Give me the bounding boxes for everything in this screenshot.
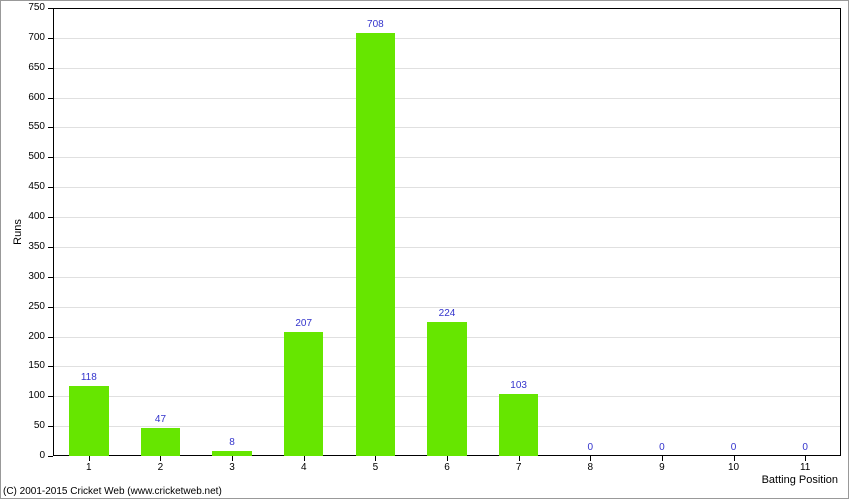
y-tick-mark xyxy=(48,187,53,188)
bar xyxy=(356,33,395,456)
grid-line xyxy=(54,277,840,278)
y-tick-label: 0 xyxy=(0,450,45,461)
y-tick-label: 450 xyxy=(0,181,45,192)
bar-value-label: 103 xyxy=(489,380,549,391)
y-tick-mark xyxy=(48,68,53,69)
y-tick-mark xyxy=(48,38,53,39)
y-tick-label: 100 xyxy=(0,390,45,401)
bar-value-label: 0 xyxy=(632,442,692,453)
y-tick-mark xyxy=(48,366,53,367)
y-tick-mark xyxy=(48,277,53,278)
x-tick-label: 2 xyxy=(140,462,180,473)
bar-value-label: 118 xyxy=(59,372,119,383)
y-tick-label: 500 xyxy=(0,151,45,162)
x-tick-mark xyxy=(519,456,520,461)
bar xyxy=(141,428,180,456)
x-tick-mark xyxy=(590,456,591,461)
grid-line xyxy=(54,127,840,128)
bar xyxy=(69,386,108,456)
x-tick-label: 7 xyxy=(499,462,539,473)
x-tick-label: 5 xyxy=(355,462,395,473)
y-tick-label: 150 xyxy=(0,360,45,371)
y-tick-mark xyxy=(48,247,53,248)
y-tick-mark xyxy=(48,307,53,308)
bar-value-label: 0 xyxy=(775,442,835,453)
bar-value-label: 708 xyxy=(345,19,405,30)
y-tick-label: 200 xyxy=(0,331,45,342)
y-tick-label: 350 xyxy=(0,241,45,252)
x-tick-label: 8 xyxy=(570,462,610,473)
grid-line xyxy=(54,38,840,39)
bar xyxy=(284,332,323,456)
y-tick-label: 300 xyxy=(0,271,45,282)
x-tick-label: 6 xyxy=(427,462,467,473)
x-tick-label: 9 xyxy=(642,462,682,473)
y-tick-mark xyxy=(48,217,53,218)
chart-container: Runs Batting Position (C) 2001-2015 Cric… xyxy=(0,0,850,500)
grid-line xyxy=(54,217,840,218)
grid-line xyxy=(54,157,840,158)
y-tick-label: 250 xyxy=(0,301,45,312)
y-tick-mark xyxy=(48,456,53,457)
grid-line xyxy=(54,247,840,248)
y-tick-mark xyxy=(48,98,53,99)
y-tick-mark xyxy=(48,426,53,427)
x-tick-mark xyxy=(447,456,448,461)
bar-value-label: 0 xyxy=(704,442,764,453)
y-tick-mark xyxy=(48,157,53,158)
grid-line xyxy=(54,68,840,69)
y-tick-label: 650 xyxy=(0,62,45,73)
y-tick-mark xyxy=(48,337,53,338)
x-tick-label: 4 xyxy=(284,462,324,473)
x-tick-mark xyxy=(160,456,161,461)
grid-line xyxy=(54,187,840,188)
x-tick-label: 10 xyxy=(714,462,754,473)
x-tick-mark xyxy=(89,456,90,461)
bar-value-label: 8 xyxy=(202,437,262,448)
x-tick-mark xyxy=(375,456,376,461)
bar-value-label: 207 xyxy=(274,318,334,329)
grid-line xyxy=(54,98,840,99)
x-tick-mark xyxy=(805,456,806,461)
bar-value-label: 224 xyxy=(417,308,477,319)
x-tick-label: 1 xyxy=(69,462,109,473)
copyright-text: (C) 2001-2015 Cricket Web (www.cricketwe… xyxy=(3,486,222,497)
bar-value-label: 0 xyxy=(560,442,620,453)
y-tick-label: 550 xyxy=(0,121,45,132)
x-tick-mark xyxy=(734,456,735,461)
x-tick-mark xyxy=(232,456,233,461)
x-axis-label: Batting Position xyxy=(762,474,838,486)
bar-value-label: 47 xyxy=(130,414,190,425)
x-tick-label: 3 xyxy=(212,462,252,473)
y-tick-label: 600 xyxy=(0,92,45,103)
y-tick-mark xyxy=(48,127,53,128)
x-tick-mark xyxy=(304,456,305,461)
x-tick-mark xyxy=(662,456,663,461)
x-tick-label: 11 xyxy=(785,462,825,473)
y-tick-label: 700 xyxy=(0,32,45,43)
y-tick-mark xyxy=(48,396,53,397)
y-tick-mark xyxy=(48,8,53,9)
bar xyxy=(427,322,466,456)
y-tick-label: 400 xyxy=(0,211,45,222)
y-tick-label: 750 xyxy=(0,2,45,13)
y-tick-label: 50 xyxy=(0,420,45,431)
bar xyxy=(499,394,538,456)
